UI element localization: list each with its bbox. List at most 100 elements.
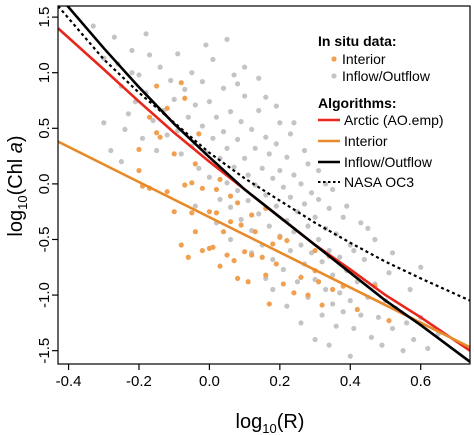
point-inflow-outflow <box>351 325 357 332</box>
point-inflow-outflow <box>171 96 177 102</box>
point-inflow-outflow <box>231 164 237 170</box>
point-interior <box>284 237 290 244</box>
point-inflow-outflow <box>206 174 213 180</box>
x-tick-label: 0.2 <box>269 373 290 390</box>
point-inflow-outflow <box>284 154 290 160</box>
x-tick-label: -0.4 <box>56 373 82 390</box>
x-tick-label: 0.6 <box>410 373 431 390</box>
plot-frame <box>57 5 471 365</box>
point-inflow-outflow <box>256 211 262 217</box>
legend-line-label-nasa-oc3: NASA OC3 <box>344 174 414 190</box>
point-inflow-outflow <box>323 286 329 293</box>
point-interior <box>242 249 248 255</box>
point-interior <box>270 241 276 247</box>
point-interior <box>277 234 283 240</box>
point-interior <box>263 272 269 278</box>
x-tick-label: 0.4 <box>340 373 361 390</box>
point-inflow-outflow <box>259 165 265 171</box>
point-inflow-outflow <box>294 279 301 285</box>
point-inflow-outflow <box>256 107 262 114</box>
point-inflow-outflow <box>210 56 216 62</box>
point-inflow-outflow <box>249 126 255 133</box>
point-inflow-outflow <box>298 320 304 326</box>
point-inflow-outflow <box>270 256 276 263</box>
point-inflow-outflow <box>301 201 308 207</box>
point-inflow-outflow <box>407 286 413 293</box>
legend: In situ data: Interior Inflow/Outflow Al… <box>318 33 444 190</box>
point-interior <box>199 247 205 254</box>
x-tick-label: 0.0 <box>199 373 220 390</box>
point-inflow-outflow <box>153 147 160 154</box>
y-axis: -1.5 -1.0 -0.5 0.0 0.5 1.0 1.5 <box>36 7 58 364</box>
y-tick-label: 1.5 <box>36 7 53 28</box>
point-inflow-outflow <box>308 190 315 196</box>
point-inflow-outflow <box>122 126 128 133</box>
point-interior <box>312 247 318 254</box>
point-interior <box>305 292 311 298</box>
point-inflow-outflow <box>234 81 241 87</box>
point-inflow-outflow <box>287 247 294 254</box>
point-inflow-outflow <box>256 75 262 81</box>
point-inflow-outflow <box>389 250 396 256</box>
point-interior <box>245 279 251 285</box>
point-interior <box>227 219 234 225</box>
point-inflow-outflow <box>368 334 375 340</box>
point-inflow-outflow <box>157 64 163 70</box>
point-inflow-outflow <box>210 135 216 141</box>
point-inflow-outflow <box>315 167 322 174</box>
point-inflow-outflow <box>337 290 343 296</box>
point-interior <box>171 209 177 215</box>
point-interior <box>386 318 392 324</box>
point-inflow-outflow <box>330 186 336 193</box>
x-axis: -0.4 -0.2 0.0 0.2 0.4 0.6 <box>56 364 431 390</box>
point-inflow-outflow <box>312 214 318 220</box>
point-inflow-outflow <box>234 187 241 194</box>
point-inflow-outflow <box>139 135 146 141</box>
point-interior <box>234 200 241 206</box>
point-interior <box>196 131 202 137</box>
point-interior <box>189 180 195 186</box>
point-interior <box>227 193 234 199</box>
point-interior <box>259 254 265 260</box>
legend-points-title: In situ data: <box>318 33 397 49</box>
point-inflow-outflow <box>238 119 244 125</box>
point-interior <box>164 105 170 111</box>
point-inflow-outflow <box>224 180 230 186</box>
point-inflow-outflow <box>146 52 153 58</box>
point-inflow-outflow <box>326 205 332 211</box>
y-axis-title-text: (Chl <box>5 153 27 195</box>
point-inflow-outflow <box>224 145 230 151</box>
point-inflow-outflow <box>284 303 290 309</box>
point-inflow-outflow <box>273 203 279 209</box>
point-inflow-outflow <box>358 220 364 226</box>
point-inflow-outflow <box>111 34 117 40</box>
point-inflow-outflow <box>319 312 325 318</box>
point-inflow-outflow <box>340 214 346 220</box>
point-interior <box>224 252 230 258</box>
point-inflow-outflow <box>273 141 279 147</box>
point-interior <box>192 229 198 235</box>
point-interior <box>153 83 160 89</box>
point-interior <box>182 95 188 101</box>
point-inflow-outflow <box>150 117 156 124</box>
x-axis-title: log10(R) <box>236 411 305 435</box>
point-inflow-outflow <box>326 342 332 348</box>
point-inflow-outflow <box>136 72 142 78</box>
point-inflow-outflow <box>242 64 248 70</box>
lines-layer <box>58 6 470 363</box>
point-inflow-outflow <box>164 132 170 138</box>
point-inflow-outflow <box>280 266 286 273</box>
point-inflow-outflow <box>213 114 220 120</box>
point-interior <box>192 161 198 167</box>
x-axis-title-text: (R) <box>277 411 305 433</box>
point-inflow-outflow <box>182 86 188 92</box>
point-inflow-outflow <box>337 254 343 260</box>
point-interior <box>252 229 258 235</box>
point-interior <box>298 274 304 280</box>
legend-point-label-inflow-outflow: Inflow/Outflow <box>342 68 431 84</box>
point-inflow-outflow <box>400 348 406 354</box>
y-tick-label: -1.0 <box>36 282 53 308</box>
point-inflow-outflow <box>270 286 276 293</box>
point-inflow-outflow <box>125 111 132 117</box>
